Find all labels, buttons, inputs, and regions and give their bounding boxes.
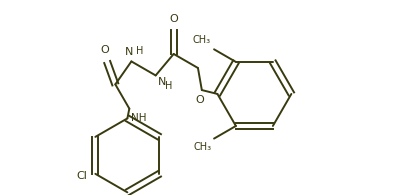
Text: H: H [165,81,172,91]
Text: N: N [158,77,166,87]
Text: O: O [195,95,204,105]
Text: O: O [169,14,178,24]
Text: Cl: Cl [76,171,87,181]
Text: CH₃: CH₃ [194,142,212,152]
Text: O: O [101,45,109,55]
Text: N: N [125,47,134,57]
Text: NH: NH [131,113,147,123]
Text: H: H [137,46,144,56]
Text: CH₃: CH₃ [193,35,211,45]
